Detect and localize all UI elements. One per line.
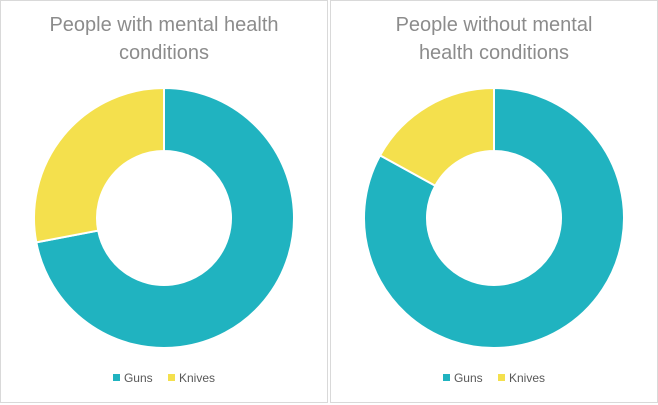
donut-slice-knives (378, 86, 495, 188)
legend-swatch-knives (168, 374, 175, 381)
chart-title-line-2: conditions (118, 42, 210, 64)
legend-swatch-guns (442, 374, 450, 381)
legend-swatch-guns (112, 374, 120, 381)
chart-title: People with mental health conditions (1, 11, 327, 67)
chart-title: People without mental health conditions (331, 11, 657, 67)
chart-panel-without-conditions: People without mental health conditions … (330, 0, 658, 403)
chart-title-line-1: People without mental (395, 14, 593, 36)
donut-slice-guns (363, 86, 625, 349)
chart-legend: Guns Knives (1, 371, 327, 385)
donut-chart (363, 86, 625, 349)
legend-label-guns: Guns (123, 371, 153, 385)
legend-label-guns: Guns (453, 371, 483, 385)
legend-item-guns: Guns (112, 371, 153, 385)
legend-swatch-knives (498, 374, 505, 381)
donut-slice-guns (35, 86, 295, 349)
donut-slice-knives (33, 86, 165, 244)
legend-item-knives: Knives (498, 371, 545, 385)
legend-label-knives: Knives (509, 371, 546, 385)
chart-title-line-1: People with mental health (49, 14, 279, 36)
legend-item-knives: Knives (168, 371, 215, 385)
chart-legend: Guns Knives (331, 371, 657, 385)
legend-item-guns: Guns (442, 371, 483, 385)
legend-label-knives: Knives (179, 371, 216, 385)
chart-panel-with-conditions: People with mental health conditions Gun… (0, 0, 328, 403)
chart-title-line-2: health conditions (418, 42, 570, 64)
donut-chart (33, 86, 295, 349)
